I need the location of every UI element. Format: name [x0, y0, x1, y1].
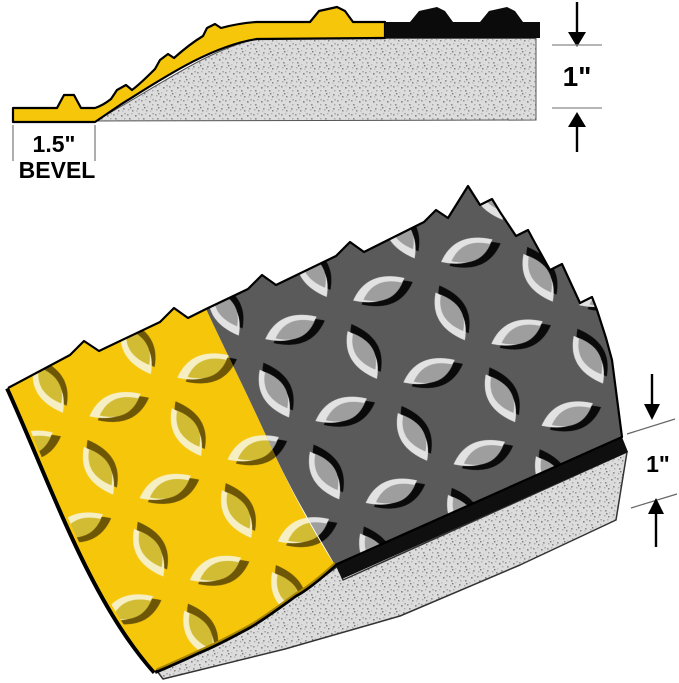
plate-outline [7, 184, 624, 567]
thickness-label: 1" [646, 451, 670, 477]
bevel-size-label: 1.5" [33, 131, 76, 157]
cross-section-view: 1" 1.5" BEVEL [11, 2, 602, 183]
bevel-word-label: BEVEL [19, 157, 96, 183]
cross-section-thickness-dimension: 1" [552, 2, 602, 152]
bevel-dimension: 1.5" BEVEL [12, 125, 96, 183]
left-plate-cut-edge-yellow [8, 386, 157, 671]
perspective-view: 1" [5, 184, 678, 680]
dimension-up-arrow-icon [568, 112, 586, 127]
dimension-down-arrow-icon [568, 32, 586, 47]
dimension-up-arrow-icon [648, 498, 664, 514]
plate-edge-band [335, 437, 628, 579]
cross-section-yellow-bevel-plate [11, 5, 387, 124]
cross-section-black-plate [385, 7, 540, 38]
dimension-down-arrow-icon [644, 404, 660, 420]
perspective-thickness-dimension: 1" [626, 374, 678, 547]
bevel-bottom-edge [154, 563, 337, 674]
thickness-label: 1" [563, 61, 592, 92]
left-plate-cut-edge [5, 386, 158, 675]
bevel-bottom-edge-gold [154, 562, 336, 671]
